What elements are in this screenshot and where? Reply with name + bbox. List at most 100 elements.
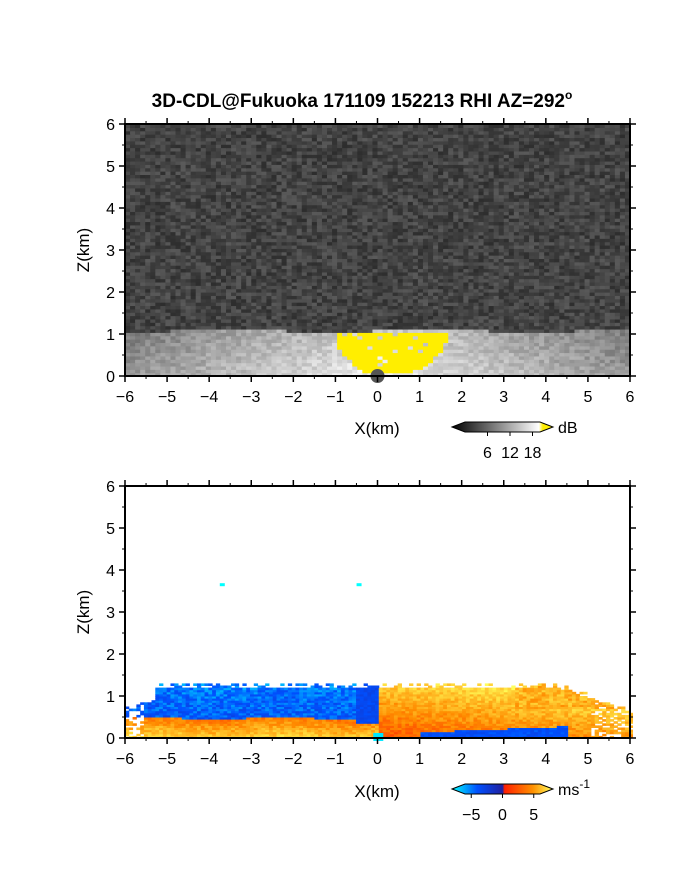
intensity-cell [387,342,394,347]
intensity-cell [428,345,434,350]
intensity-cell [286,349,293,354]
intensity-cell [564,372,570,377]
intensity-cell [332,345,338,350]
intensity-cell [301,365,308,370]
intensity-cell [185,365,192,370]
intensity-cell [306,369,313,374]
intensity-cell [513,339,520,343]
intensity-cell [407,365,414,370]
intensity-cell [135,359,141,364]
intensity-cell [402,362,409,367]
intensity-cell [569,352,576,357]
intensity-cell [614,339,621,343]
intensity-cell [367,352,374,357]
intensity-cell [513,352,520,357]
intensity-cell [185,339,192,343]
intensity-cell [473,369,480,374]
intensity-cell [579,365,586,370]
intensity-cell [463,355,469,360]
intensity-cell [468,339,475,343]
intensity-cell [549,355,555,360]
intensity-cell [453,372,459,377]
intensity-cell [412,352,419,357]
intensity-cell [367,332,374,337]
intensity-cell [311,332,318,337]
intensity-cell [261,325,267,330]
intensity-cell [140,372,146,377]
intensity-cell [306,328,313,333]
intensity-cell [458,372,464,377]
intensity-cell [599,372,606,377]
intensity-cell [145,369,151,374]
intensity-cell [397,335,404,340]
intensity-cell [150,349,156,354]
intensity-cell [503,345,510,350]
intensity-cell [554,349,560,354]
intensity-cell [468,369,475,374]
intensity-cell [438,369,444,374]
intensity-cell [493,335,500,340]
intensity-cell [266,335,273,340]
intensity-cell [422,372,429,377]
intensity-cell [291,365,298,370]
intensity-cell [140,362,146,367]
intensity-cell [140,355,146,360]
intensity-cell [539,362,545,367]
intensity-cell [614,349,621,354]
intensity-cell [559,349,565,354]
intensity-cell [518,345,525,350]
intensity-cell [407,372,414,377]
intensity-cell [165,352,172,357]
intensity-cell [594,342,601,347]
intensity-cell [493,362,500,367]
intensity-cell [382,355,389,360]
intensity-cell [579,332,586,337]
intensity-cell [407,325,414,330]
intensity-cell [417,355,424,360]
intensity-cell [226,335,232,340]
intensity-cell [291,372,298,377]
intensity-cell [599,359,606,364]
intensity-cell [478,328,485,333]
intensity-cell [397,328,404,333]
intensity-cell [619,345,626,350]
intensity-cell [382,359,389,364]
intensity-cell [291,349,298,354]
intensity-cell [301,359,308,364]
intensity-cell [256,332,262,337]
intensity-cell [609,352,616,357]
intensity-cell [417,359,424,364]
intensity-cell [306,362,313,367]
intensity-cell [276,328,283,333]
intensity-cell [392,355,399,360]
intensity-cell [286,325,293,330]
intensity-cell [382,328,389,333]
intensity-cell [276,335,283,340]
intensity-cell [180,332,187,337]
intensity-cell [433,352,439,357]
intensity-cell [392,365,399,370]
intensity-cell [261,349,267,354]
intensity-cell [473,352,480,357]
intensity-cell [145,372,151,377]
intensity-cell [251,335,257,340]
intensity-cell [433,335,439,340]
intensity-cell [190,359,197,364]
intensity-cell [503,355,510,360]
intensity-cell [523,365,530,370]
intensity-cell [619,365,626,370]
intensity-cell [205,332,212,337]
intensity-cell [236,365,242,370]
intensity-cell [614,359,621,364]
intensity-cell [579,339,586,343]
intensity-cell [564,345,570,350]
intensity-cell [468,328,475,333]
intensity-cell [609,365,616,370]
intensity-cell [402,345,409,350]
intensity-cell [165,372,172,377]
intensity-cell [210,332,217,337]
intensity-cell [508,352,515,357]
intensity-cell [417,325,424,330]
intensity-cell [150,335,156,340]
intensity-cell [180,335,187,340]
